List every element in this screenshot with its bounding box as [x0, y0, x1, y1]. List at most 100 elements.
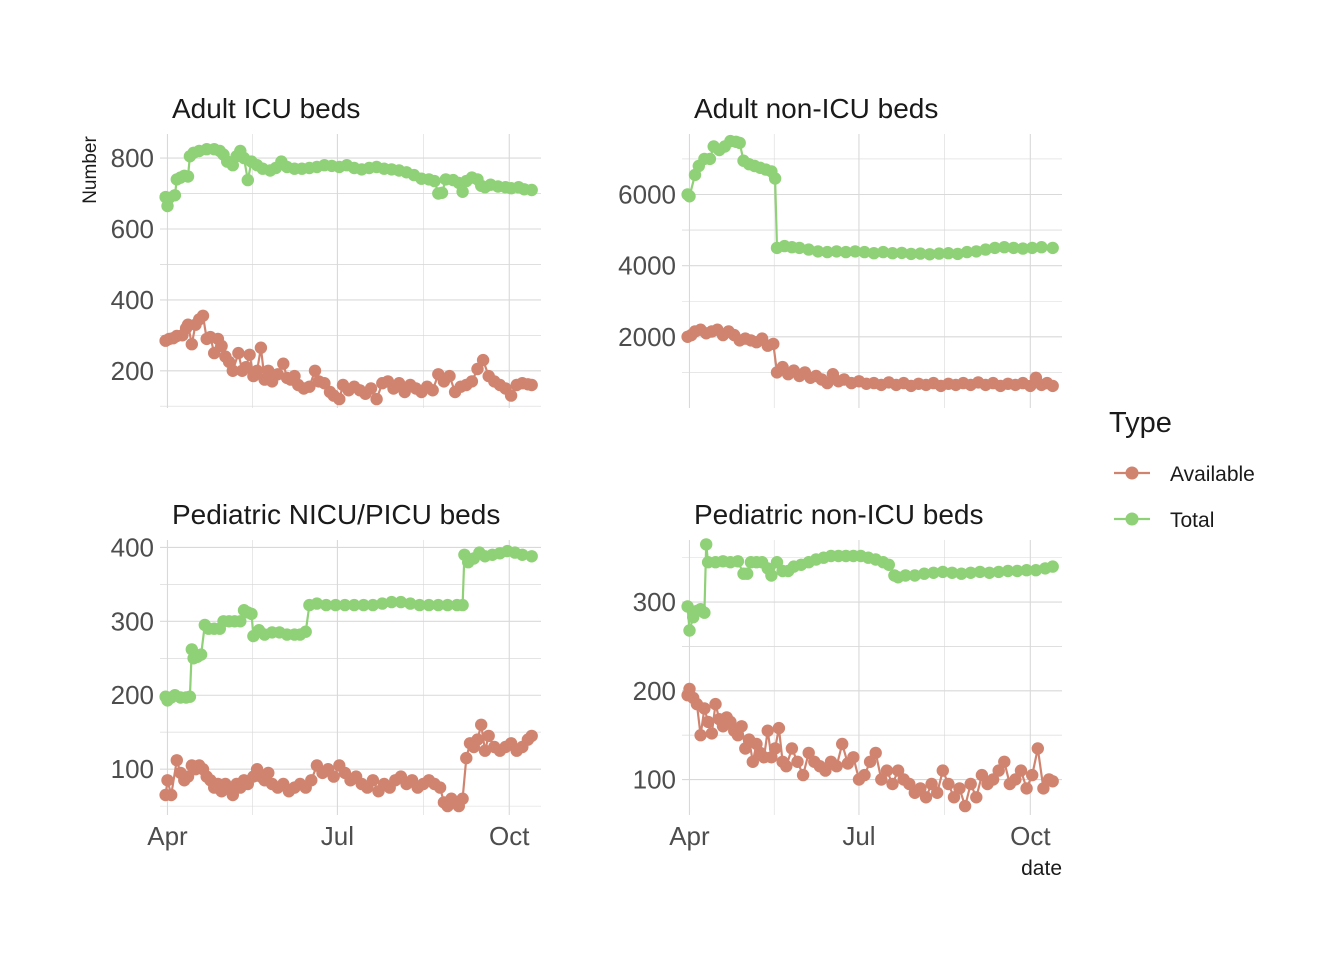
- data-point: [433, 781, 447, 794]
- data-point: [435, 186, 449, 199]
- data-point: [525, 729, 538, 743]
- y-tick-label: 200: [111, 356, 154, 386]
- data-point: [709, 697, 722, 711]
- data-point: [441, 598, 454, 612]
- data-point: [432, 598, 445, 612]
- data-point: [170, 754, 183, 767]
- y-tick-label: 100: [633, 765, 676, 795]
- data-point: [821, 376, 834, 390]
- data-point: [1029, 564, 1043, 577]
- data-point: [877, 245, 890, 259]
- data-point: [936, 764, 949, 777]
- legend-label-available: Available: [1170, 463, 1255, 486]
- data-point: [254, 341, 268, 354]
- data-point: [366, 598, 380, 612]
- data-point: [970, 245, 983, 258]
- x-tick-label: Jul: [842, 821, 875, 851]
- data-point: [785, 742, 799, 755]
- data-point: [428, 174, 441, 188]
- data-point: [988, 241, 1002, 255]
- data-point: [793, 241, 806, 255]
- data-point: [681, 600, 694, 613]
- data-point: [320, 598, 333, 612]
- data-point: [819, 764, 832, 777]
- panel-adult-icu-beds: 200 400 600 800 Adult ICU beds: [111, 93, 541, 408]
- data-point: [925, 777, 938, 791]
- data-point: [904, 247, 918, 261]
- y-tick-label: 300: [633, 587, 676, 617]
- data-point: [471, 362, 484, 376]
- data-point: [308, 364, 322, 377]
- data-point: [953, 782, 966, 795]
- data-point: [475, 718, 488, 731]
- y-tick-label: 6000: [618, 179, 676, 209]
- data-point: [698, 606, 711, 619]
- data-point: [741, 567, 754, 580]
- data-point: [366, 774, 380, 787]
- data-point: [1031, 742, 1045, 755]
- data-point: [262, 766, 275, 780]
- data-point: [277, 357, 290, 370]
- data-point: [1046, 379, 1059, 393]
- data-point: [698, 702, 711, 715]
- data-point: [185, 338, 198, 351]
- data-point: [791, 755, 804, 768]
- data-point: [958, 799, 972, 813]
- data-point: [914, 782, 927, 795]
- data-point: [243, 348, 256, 361]
- data-point: [998, 241, 1011, 254]
- data-point: [772, 721, 786, 735]
- data-point: [964, 566, 977, 579]
- panel-pediatric-non-icu-beds: 100 200 300 Apr Jul Oct Pediatric non-ICU beds: [633, 499, 1062, 851]
- y-tick-label: 4000: [618, 251, 676, 281]
- y-tick-label: 600: [111, 214, 154, 244]
- data-point: [733, 136, 746, 150]
- data-point: [703, 152, 717, 166]
- data-point: [456, 792, 469, 805]
- data-point: [376, 597, 389, 610]
- data-point: [780, 760, 793, 773]
- data-point: [768, 172, 782, 185]
- data-point: [796, 768, 810, 782]
- data-point: [986, 773, 1000, 786]
- series-total: [681, 538, 1059, 637]
- data-point: [908, 569, 921, 582]
- data-point: [875, 773, 888, 786]
- data-point: [1020, 564, 1033, 577]
- data-point: [1026, 768, 1039, 782]
- data-point: [364, 382, 378, 395]
- legend-label-total: Total: [1170, 509, 1214, 532]
- data-point: [992, 764, 1005, 777]
- data-point: [1046, 560, 1059, 573]
- y-tick-label: 300: [111, 606, 154, 636]
- panel-pediatric-nicu-picu-beds: 100 200 300 400 Apr Jul Oct Pediatric NICU/PICU…: [111, 499, 541, 851]
- data-point: [357, 598, 370, 612]
- data-point: [923, 248, 936, 261]
- data-point: [303, 380, 316, 393]
- data-point: [880, 764, 894, 777]
- y-axis-label: Number: [80, 136, 101, 204]
- data-point: [821, 245, 834, 259]
- data-point: [392, 377, 406, 390]
- y-tick-label: 400: [111, 532, 154, 562]
- data-point: [932, 247, 946, 260]
- data-point: [768, 742, 782, 755]
- data-point: [232, 346, 245, 360]
- data-point: [456, 185, 469, 198]
- data-point: [802, 243, 815, 256]
- y-tick-label: 2000: [618, 322, 676, 352]
- data-point: [422, 598, 436, 612]
- data-point: [1011, 564, 1024, 578]
- data-point: [811, 245, 825, 258]
- data-point: [683, 190, 696, 203]
- data-point: [992, 565, 1005, 579]
- data-point: [516, 548, 529, 561]
- legend-item-total: Total: [1114, 509, 1214, 532]
- data-point: [947, 791, 961, 804]
- data-point: [165, 788, 178, 802]
- data-point: [983, 566, 996, 579]
- data-point: [998, 755, 1011, 768]
- data-point: [770, 556, 784, 569]
- data-point: [1014, 764, 1028, 777]
- data-point: [478, 744, 492, 757]
